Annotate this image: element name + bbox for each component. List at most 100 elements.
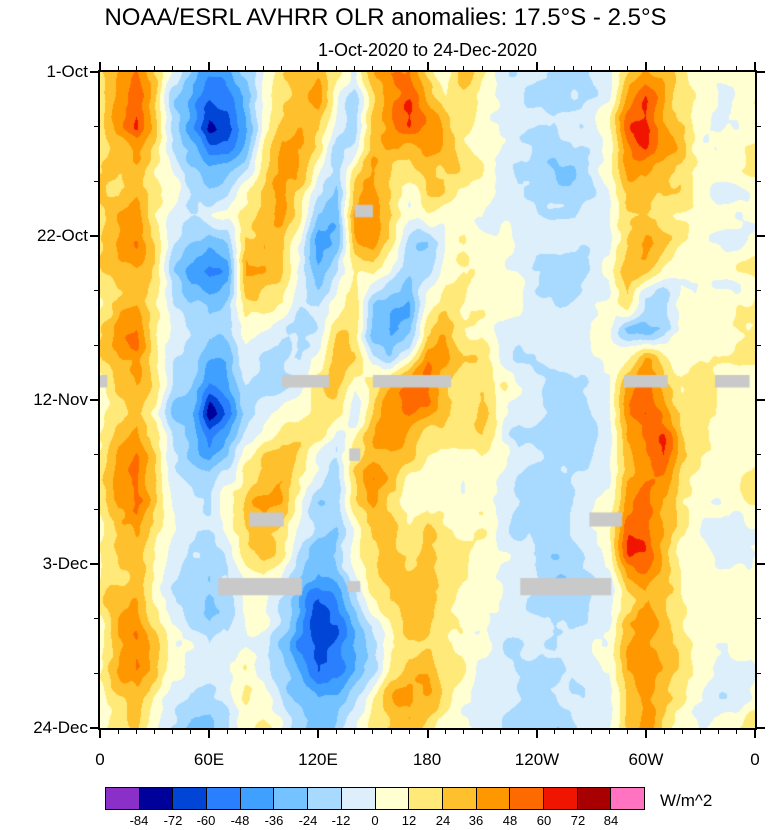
axis-tick: [590, 730, 592, 734]
x-axis-tick-label: 180: [412, 750, 442, 769]
axis-tick: [757, 454, 761, 456]
colorbar-cell: [408, 788, 442, 809]
axis-tick: [517, 730, 519, 734]
axis-tick: [608, 66, 610, 70]
axis-tick: [590, 66, 592, 70]
axis-tick: [663, 730, 665, 734]
axis-tick: [757, 180, 761, 182]
axis-tick: [699, 66, 701, 70]
axis-tick: [154, 66, 156, 70]
axis-tick: [757, 618, 761, 620]
colorbar: [105, 787, 645, 810]
axis-tick: [154, 730, 156, 734]
colorbar-tick-label: 72: [570, 813, 586, 828]
x-axis-tick-label: 60W: [628, 750, 664, 769]
axis-tick: [390, 66, 392, 70]
axis-tick: [245, 66, 247, 70]
colorbar-tick-label: -48: [230, 813, 250, 828]
axis-tick: [281, 730, 283, 734]
axis-tick: [757, 344, 761, 346]
axis-tick: [94, 454, 98, 456]
axis-tick: [572, 730, 574, 734]
colorbar-tick-label: -84: [129, 813, 149, 828]
axis-tick: [757, 235, 765, 237]
axis-tick: [608, 730, 610, 734]
axis-tick: [499, 66, 501, 70]
axis-tick: [172, 730, 174, 734]
axis-tick: [90, 563, 98, 565]
colorbar-cell: [273, 788, 308, 809]
x-axis-tick-label: 0: [95, 750, 105, 769]
axis-tick: [263, 66, 265, 70]
axis-tick: [499, 730, 501, 734]
axis-tick: [757, 71, 765, 73]
colorbar-tick-label: 24: [435, 813, 451, 828]
axis-tick: [699, 730, 701, 734]
axis-tick: [757, 727, 765, 729]
axis-tick: [90, 235, 98, 237]
axis-tick: [336, 730, 338, 734]
colorbar-tick-label: 36: [468, 813, 484, 828]
axis-tick: [117, 66, 119, 70]
colorbar-cell: [509, 788, 543, 809]
axis-tick: [718, 66, 720, 70]
axis-tick: [757, 563, 765, 565]
axis-tick: [135, 730, 137, 734]
axis-tick: [94, 508, 98, 510]
axis-tick: [354, 730, 356, 734]
axis-tick: [554, 730, 556, 734]
axis-tick: [535, 730, 538, 738]
colorbar-cell: [307, 788, 341, 809]
axis-tick: [463, 66, 465, 70]
axis-tick: [190, 66, 192, 70]
colorbar-cell: [340, 788, 375, 809]
axis-tick: [757, 290, 761, 292]
x-axis-tick-label: 0: [750, 750, 760, 769]
colorbar-tick-label: 84: [603, 813, 619, 828]
axis-tick: [281, 66, 283, 70]
y-axis-tick-label: 22-Oct: [36, 226, 88, 245]
colorbar-cell: [610, 788, 644, 809]
axis-tick: [390, 730, 392, 734]
y-axis-tick-label: 12-Nov: [33, 390, 88, 409]
axis-tick: [757, 508, 761, 510]
axis-tick: [94, 618, 98, 620]
axis-tick: [627, 730, 629, 734]
colorbar-tick-label: -72: [163, 813, 183, 828]
axis-tick: [94, 126, 98, 128]
colorbar-cell: [475, 788, 510, 809]
colorbar-tick-label: 12: [401, 813, 417, 828]
axis-tick: [426, 730, 429, 738]
axis-tick: [408, 66, 410, 70]
axis-tick: [372, 730, 374, 734]
plot-frame: [98, 70, 757, 730]
axis-tick: [90, 727, 98, 729]
axis-tick: [445, 66, 447, 70]
colorbar-cell: [106, 788, 139, 809]
colorbar-cell: [542, 788, 577, 809]
axis-tick: [90, 399, 98, 401]
colorbar-tick-label: 48: [502, 813, 518, 828]
colorbar-cell: [206, 788, 240, 809]
axis-tick: [644, 730, 647, 738]
axis-tick: [663, 66, 665, 70]
x-axis-tick-label: 120W: [514, 750, 560, 769]
colorbar-cell: [172, 788, 207, 809]
chart-title: NOAA/ESRL AVHRR OLR anomalies: 17.5°S - …: [104, 4, 667, 31]
axis-tick: [535, 62, 538, 70]
colorbar-tick-label: -24: [298, 813, 318, 828]
axis-tick: [94, 344, 98, 346]
axis-tick: [754, 730, 756, 738]
axis-tick: [681, 66, 683, 70]
axis-tick: [736, 66, 738, 70]
colorbar-cell: [576, 788, 611, 809]
axis-tick: [99, 62, 101, 70]
colorbar-tick-label: -12: [331, 813, 351, 828]
axis-tick: [172, 66, 174, 70]
colorbar-tick-label: -36: [264, 813, 284, 828]
colorbar-cell: [138, 788, 173, 809]
axis-tick: [190, 730, 192, 734]
axis-tick: [299, 66, 301, 70]
chart-subtitle: 1-Oct-2020 to 24-Dec-2020: [317, 40, 538, 60]
